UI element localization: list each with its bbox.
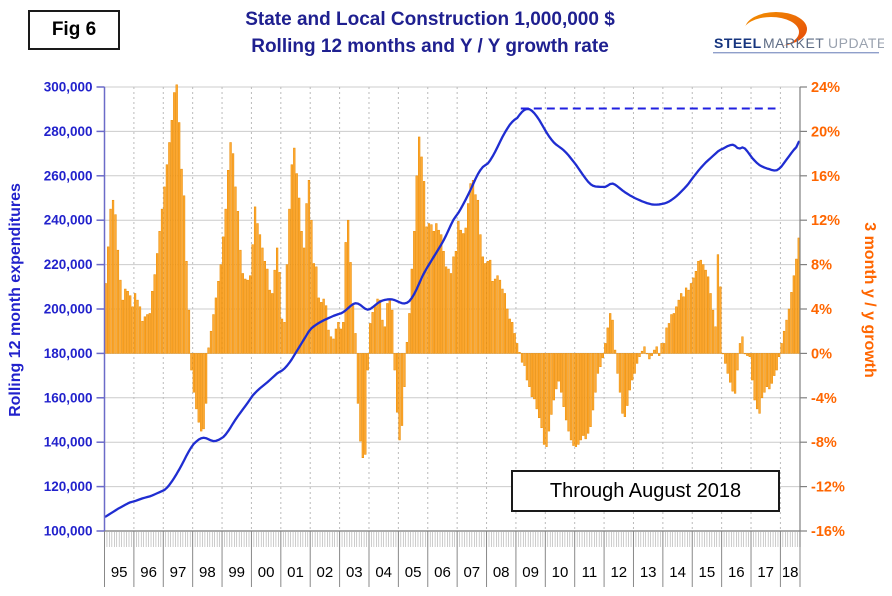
svg-text:95: 95: [111, 564, 128, 581]
svg-text:04: 04: [375, 564, 392, 581]
svg-text:120,000: 120,000: [44, 479, 93, 494]
svg-text:16: 16: [728, 564, 745, 581]
svg-text:0%: 0%: [811, 346, 832, 362]
svg-text:160,000: 160,000: [44, 390, 93, 405]
svg-text:10: 10: [552, 564, 569, 581]
svg-text:-4%: -4%: [811, 391, 837, 407]
expenditures-line: [104, 107, 800, 518]
svg-text:06: 06: [434, 564, 451, 581]
svg-text:00: 00: [258, 564, 275, 581]
svg-text:220,000: 220,000: [44, 257, 93, 272]
through-date-box: Through August 2018: [511, 470, 780, 512]
svg-text:96: 96: [140, 564, 157, 581]
svg-text:240,000: 240,000: [44, 213, 93, 228]
svg-text:09: 09: [522, 564, 539, 581]
svg-text:-8%: -8%: [811, 435, 837, 451]
svg-text:12: 12: [610, 564, 627, 581]
logo-underline: [713, 52, 879, 54]
svg-text:180,000: 180,000: [44, 346, 93, 361]
growth-bars-series: [104, 84, 800, 458]
svg-text:14: 14: [669, 564, 686, 581]
left-axis-title: Rolling 12 month expenditures: [7, 183, 24, 417]
svg-text:18: 18: [782, 564, 799, 581]
svg-text:-12%: -12%: [811, 480, 845, 496]
logo-swoosh-icon: [743, 12, 807, 47]
svg-text:01: 01: [287, 564, 304, 581]
chart-title-line2: Rolling 12 months and Y / Y growth rate: [251, 36, 609, 57]
right-axis-title: 3 month y / y growth: [861, 222, 878, 378]
svg-text:12%: 12%: [811, 213, 840, 229]
svg-text:20%: 20%: [811, 124, 840, 140]
logo-word-market: MARKET: [763, 35, 824, 51]
svg-text:08: 08: [493, 564, 510, 581]
svg-text:15: 15: [699, 564, 716, 581]
svg-text:100,000: 100,000: [44, 524, 93, 539]
svg-text:200,000: 200,000: [44, 302, 93, 317]
svg-text:97: 97: [170, 564, 187, 581]
chart-title-line1: State and Local Construction 1,000,000 $: [245, 9, 615, 30]
svg-text:02: 02: [317, 564, 334, 581]
svg-text:280,000: 280,000: [44, 124, 93, 139]
svg-text:24%: 24%: [811, 80, 840, 96]
right-tick-labels: 24% 20% 16% 12% 8% 4% 0% -4% -8% -12% -16%: [800, 80, 845, 540]
through-date-label: Through August 2018: [549, 479, 742, 502]
svg-text:4%: 4%: [811, 302, 832, 318]
svg-text:98: 98: [199, 564, 216, 581]
svg-text:8%: 8%: [811, 258, 832, 274]
month-minor-ticks: [104, 531, 801, 547]
svg-text:11: 11: [582, 564, 598, 581]
logo-word-steel: STEEL: [714, 35, 762, 51]
svg-text:07: 07: [463, 564, 480, 581]
x-axis-year-labels: 95 96 97 98 99 00 01 02 03 04 05 06 07 08 09 10 11 12 13 14…: [104, 531, 801, 587]
figure-number-box: Fig 6: [28, 10, 120, 50]
svg-text:99: 99: [228, 564, 245, 581]
svg-text:140,000: 140,000: [44, 435, 93, 450]
svg-text:16%: 16%: [811, 169, 840, 185]
year-gridlines: [133, 87, 781, 531]
svg-text:300,000: 300,000: [44, 80, 93, 95]
svg-text:260,000: 260,000: [44, 168, 93, 183]
svg-text:13: 13: [640, 564, 657, 581]
figure-number-label: Fig 6: [51, 19, 97, 40]
steel-market-update-logo: STEEL MARKET UPDATE: [713, 12, 884, 54]
svg-text:05: 05: [405, 564, 422, 581]
svg-text:03: 03: [346, 564, 363, 581]
svg-text:-16%: -16%: [811, 524, 845, 540]
svg-text:17: 17: [757, 564, 774, 581]
logo-word-update: UPDATE: [828, 35, 884, 51]
chart-title: State and Local Construction 1,000,000 $…: [140, 6, 720, 60]
left-tick-labels: 300,000 280,000 260,000 240,000 220,000 200,0…: [44, 80, 105, 539]
